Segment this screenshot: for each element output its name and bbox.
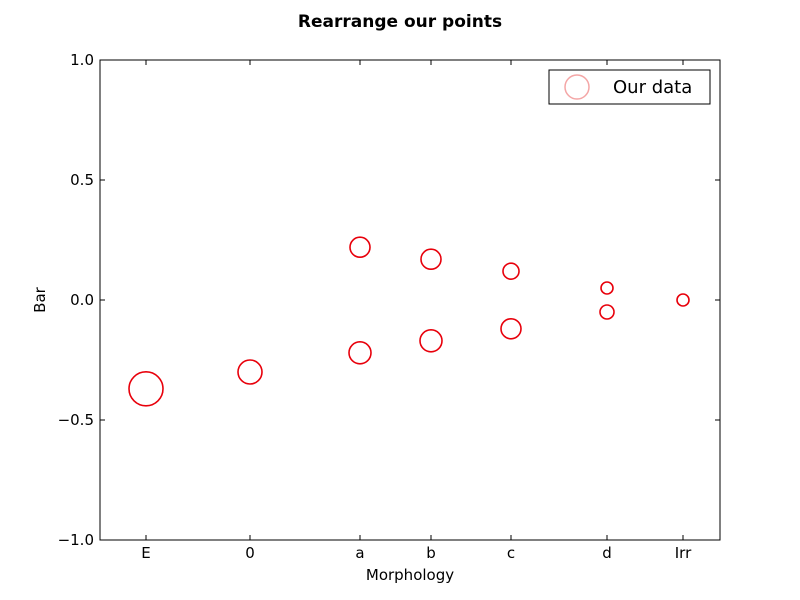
y-axis-label: Bar [31, 286, 49, 312]
data-point [600, 281, 614, 295]
data-point [348, 340, 372, 365]
y-tick-label: −0.5 [58, 411, 94, 429]
y-tick-label: 0.5 [70, 171, 94, 189]
y-axis-ticks: 1.0 0.5 0.0 −0.5 −1.0 [58, 51, 720, 549]
data-point [599, 304, 615, 320]
x-tick-label: E [141, 544, 150, 562]
data-point [237, 359, 263, 385]
data-point [419, 328, 443, 353]
data-point [676, 293, 690, 307]
x-tick-label: b [426, 544, 436, 562]
x-axis-label: Morphology [366, 566, 454, 584]
legend-label: Our data [613, 77, 692, 98]
legend-marker [564, 74, 590, 100]
plot-area-frame [99, 59, 721, 541]
x-tick-label: c [507, 544, 515, 562]
x-tick-label: Irr [675, 544, 692, 562]
x-tick-label: a [355, 544, 364, 562]
x-tick-label: 0 [245, 544, 255, 562]
y-tick-label: 0.0 [70, 291, 94, 309]
data-point [128, 370, 164, 407]
data-point [502, 262, 520, 281]
data-point [349, 236, 371, 258]
x-tick-label: d [602, 544, 612, 562]
data-point [500, 317, 522, 340]
y-tick-label: −1.0 [58, 531, 94, 549]
data-point [420, 248, 442, 271]
x-axis-ticks: E 0 a b c d Irr [141, 60, 692, 562]
chart-title: Rearrange our points [298, 12, 502, 32]
y-tick-label: 1.0 [70, 51, 94, 69]
legend: Our data [548, 69, 711, 105]
data-markers [128, 236, 690, 407]
